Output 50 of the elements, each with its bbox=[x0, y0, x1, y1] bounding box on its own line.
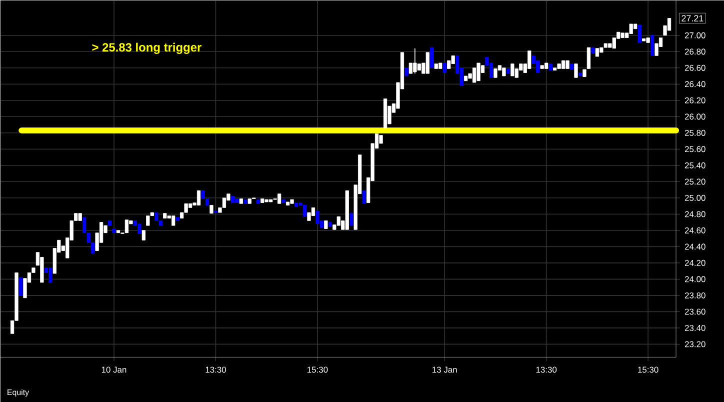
candlestick bbox=[442, 62, 446, 74]
candlestick bbox=[362, 190, 366, 204]
candlestick bbox=[408, 62, 413, 74]
text: 27.21 bbox=[682, 15, 704, 22]
x-tick-label: 10 Jan bbox=[102, 366, 126, 373]
y-tick-label: 26.00 bbox=[684, 114, 706, 120]
y-tick-label: 24.40 bbox=[684, 244, 706, 250]
y-tick-label: 26.40 bbox=[684, 81, 706, 88]
candlestick bbox=[302, 204, 307, 217]
y-tick-label: 23.80 bbox=[684, 292, 706, 298]
candlestick bbox=[574, 63, 578, 78]
candlestick bbox=[142, 230, 146, 240]
y-tick-label: 27.00 bbox=[684, 32, 706, 38]
y-tick-label: 26.20 bbox=[684, 97, 706, 104]
candlestick bbox=[586, 47, 591, 69]
x-tick-label: 13:30 bbox=[536, 366, 557, 373]
y-tick-label: 25.00 bbox=[684, 194, 706, 201]
candlestick bbox=[350, 212, 354, 226]
candlestick bbox=[430, 47, 434, 68]
y-tick-label: 24.20 bbox=[684, 260, 706, 266]
y-tick-label: 24.60 bbox=[684, 227, 706, 234]
candlestick bbox=[124, 219, 129, 234]
y-tick-label: 25.20 bbox=[684, 178, 706, 185]
y-tick-label: 23.20 bbox=[684, 341, 706, 348]
candlestick bbox=[638, 24, 642, 43]
candlestick bbox=[196, 190, 201, 206]
y-tick-label: 24.80 bbox=[684, 211, 706, 218]
candlestick bbox=[18, 277, 23, 296]
candlestick bbox=[650, 34, 654, 56]
y-tick-label: 26.80 bbox=[684, 48, 706, 55]
y-tick-label: 25.40 bbox=[684, 162, 706, 168]
y-tick-label: 26.60 bbox=[684, 64, 706, 71]
candlestick bbox=[277, 193, 282, 204]
y-tick-label: 25.60 bbox=[684, 146, 706, 152]
candlestick bbox=[476, 62, 480, 82]
candlestick bbox=[316, 210, 320, 224]
candlestick bbox=[146, 215, 150, 226]
x-tick-label: 15:30 bbox=[638, 366, 658, 373]
ref-line-label: > 25.83 long trigger bbox=[92, 42, 202, 54]
candlestick bbox=[426, 52, 430, 74]
y-tick-label: 24.00 bbox=[684, 276, 706, 282]
x-tick-label: 13:30 bbox=[206, 366, 226, 373]
x-tick-label: 13 Jan bbox=[432, 366, 457, 373]
candlestick bbox=[413, 48, 417, 74]
y-tick-label: 25.80 bbox=[684, 130, 706, 136]
candlestick bbox=[138, 223, 142, 234]
y-tick-label: 23.60 bbox=[684, 308, 706, 315]
candlestick bbox=[510, 63, 514, 76]
y-tick-label: 23.40 bbox=[684, 324, 706, 331]
x-tick-label: 15:30 bbox=[308, 366, 328, 373]
